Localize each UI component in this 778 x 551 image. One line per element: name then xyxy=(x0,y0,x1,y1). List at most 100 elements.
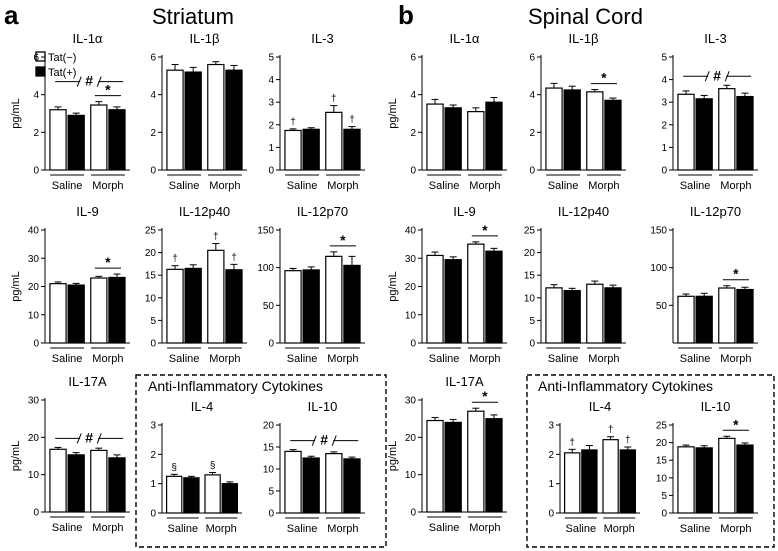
bar xyxy=(467,111,485,171)
chart-a-il1b: IL-1β 0 2 4 6 Saline Morph xyxy=(150,31,247,192)
bar xyxy=(602,439,619,514)
chart-a-il17a: IL-17A 0 10 20 30 pg/mL Saline Morph # xyxy=(10,374,130,534)
anti-inflammatory-box-a xyxy=(135,374,387,548)
category-label: Morph xyxy=(327,523,358,535)
bar xyxy=(49,109,67,171)
interaction-slash xyxy=(76,76,82,87)
bar xyxy=(325,255,343,344)
y-tick-label: 3 xyxy=(268,98,274,109)
interaction-slash xyxy=(76,433,82,444)
category-label: Morph xyxy=(92,522,123,534)
y-tick-label: 1 xyxy=(548,479,554,490)
chart-title: IL-10 xyxy=(308,399,338,414)
category-label: Morph xyxy=(469,180,500,192)
y-tick-label: 10 xyxy=(28,470,40,481)
y-tick-label: 25 xyxy=(145,226,157,237)
y-tick-label: 50 xyxy=(656,301,668,312)
y-tick-label: 2 xyxy=(268,120,274,131)
bar xyxy=(444,421,462,513)
category-label: Morph xyxy=(209,353,240,365)
chart-b-il12p70: IL-12p70 50 100 150 Saline Morph * xyxy=(650,204,758,365)
bar xyxy=(736,288,754,344)
category-label: Saline xyxy=(429,180,460,192)
category-label: Morph xyxy=(206,523,237,535)
y-tick-label: 0 xyxy=(661,166,667,177)
chart-b-il9: IL-9 0 10 20 30 40 pg/mL Saline Morph * xyxy=(387,204,507,365)
y-tick-label: 20 xyxy=(28,433,40,444)
bar xyxy=(90,104,108,171)
significance-star: * xyxy=(482,222,488,238)
bar xyxy=(49,283,67,344)
y-tick-label: 0 xyxy=(33,339,39,350)
category-label: Morph xyxy=(92,180,123,192)
bar xyxy=(166,69,184,171)
bar xyxy=(343,264,361,344)
y-tick-label: 0 xyxy=(33,166,39,177)
y-tick-label: 2 xyxy=(150,450,156,461)
interaction-hash: # xyxy=(85,73,93,89)
y-tick-label: 20 xyxy=(145,248,157,259)
y-tick-label: 2 xyxy=(529,128,535,139)
significance-star: * xyxy=(105,82,111,98)
y-tick-label: 2 xyxy=(661,120,667,131)
chart-b-il1b: IL-1β 0 2 4 6 Saline Morph * xyxy=(529,31,626,192)
y-tick-label: 2 xyxy=(410,128,416,139)
legend-label-tat-plus: Tat(+) xyxy=(48,67,76,79)
y-tick-label: 6 xyxy=(33,53,39,64)
interaction-hash: # xyxy=(713,67,721,83)
chart-b-il10: IL-10 0 5 10 15 20 25 Saline Morph * xyxy=(656,399,758,535)
significance-star: * xyxy=(105,254,111,270)
y-tick-label: 15 xyxy=(524,271,536,282)
bar xyxy=(49,448,67,513)
y-tick-label: 15 xyxy=(145,271,157,282)
bar xyxy=(545,287,563,344)
bar xyxy=(90,449,108,513)
interaction-slash xyxy=(331,435,337,446)
category-label: Morph xyxy=(327,353,358,365)
category-label: Saline xyxy=(168,523,199,535)
chart-title: IL-1α xyxy=(450,31,480,46)
chart-title: IL-17A xyxy=(445,374,484,389)
y-tick-label: 4 xyxy=(529,90,535,101)
bar xyxy=(485,418,503,513)
significance-symbol: † xyxy=(231,252,237,263)
y-tick-label: 2 xyxy=(150,128,156,139)
chart-title: IL-3 xyxy=(704,31,726,46)
bar xyxy=(225,269,243,344)
bar xyxy=(207,63,225,171)
y-tick-label: 3 xyxy=(150,421,156,432)
significance-star: * xyxy=(340,232,346,248)
y-tick-label: 0 xyxy=(548,509,554,520)
y-axis-label: pg/mL xyxy=(387,98,399,129)
bar xyxy=(586,91,604,171)
y-axis-label: pg/mL xyxy=(10,441,22,472)
category-label: Saline xyxy=(680,180,711,192)
y-tick-label: 50 xyxy=(263,301,275,312)
bar xyxy=(184,267,202,344)
bar xyxy=(302,269,320,344)
chart-a-il12p40: IL-12p40 0 5 10 15 20 25 Saline Morph † † † xyxy=(145,204,247,365)
y-tick-label: 20 xyxy=(524,248,536,259)
y-tick-label: 5 xyxy=(268,53,274,64)
y-tick-label: 6 xyxy=(150,53,156,64)
bar xyxy=(581,449,598,514)
y-tick-label: 0 xyxy=(529,339,535,350)
y-tick-label: 0 xyxy=(410,166,416,177)
chart-a-il12p70: IL-12p70 0 50 100 150 Saline Morph * xyxy=(257,204,365,365)
category-label: Morph xyxy=(209,180,240,192)
significance-star: * xyxy=(733,416,739,432)
y-tick-label: 20 xyxy=(405,433,417,444)
y-tick-label: 4 xyxy=(33,90,39,101)
significance-star: * xyxy=(733,266,739,282)
y-tick-label: 0 xyxy=(410,508,416,519)
significance-symbol: † xyxy=(625,435,631,446)
bar xyxy=(67,284,85,344)
bar xyxy=(221,483,238,514)
bar xyxy=(695,98,713,171)
bar xyxy=(302,128,320,171)
chart-title: IL-1β xyxy=(569,31,599,46)
category-label: Saline xyxy=(429,353,460,365)
category-label: Morph xyxy=(588,180,619,192)
bar xyxy=(677,446,695,514)
y-tick-label: 10 xyxy=(405,310,417,321)
